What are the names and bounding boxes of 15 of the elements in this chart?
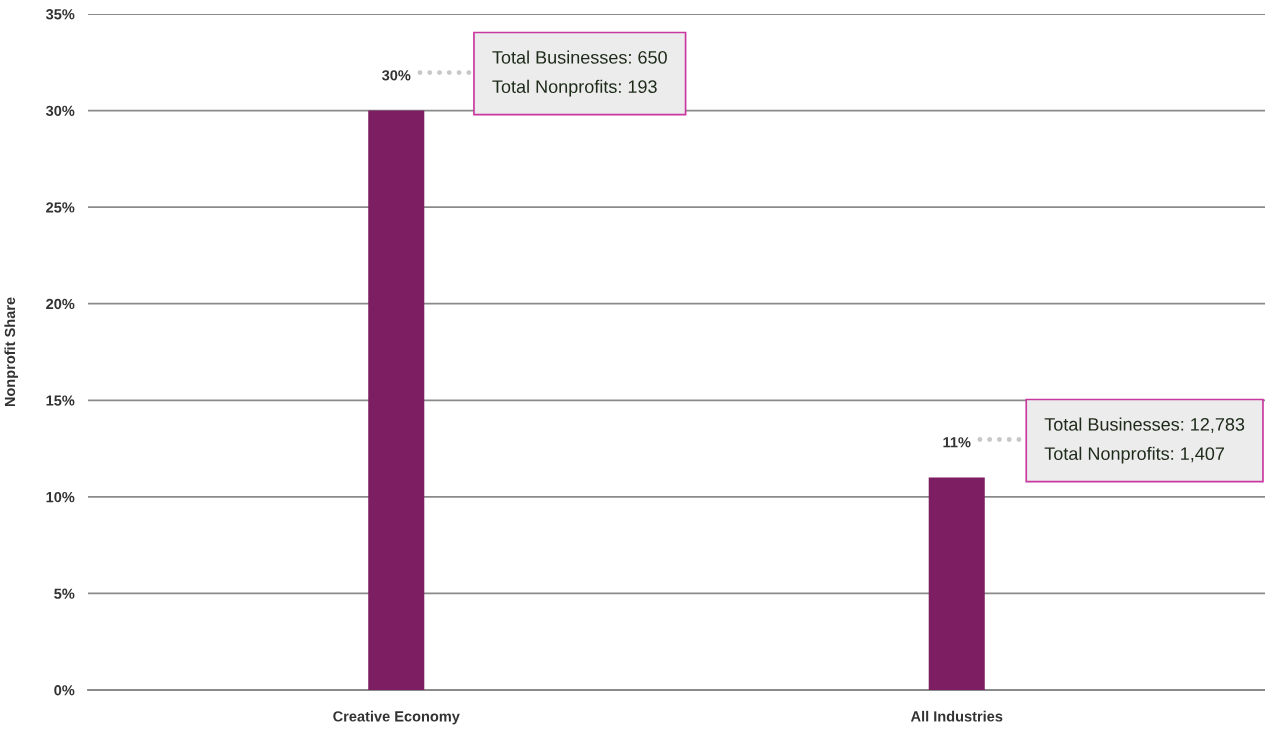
y-tick-label: 20% [46, 298, 75, 310]
x-tick-label: All Industries [910, 710, 1003, 722]
y-tick-label: 10% [46, 491, 75, 503]
y-tick-label: 0% [54, 685, 75, 696]
y-tick-label: 35% [45, 9, 75, 20]
y-tick-label: 25% [46, 202, 75, 213]
y-tick-label: 5% [54, 588, 75, 599]
y-tick-label: 15% [46, 395, 75, 406]
annotation: Total Businesses: 650 Total Nonprofits: 193 [492, 50, 667, 97]
y-tick-label: 30% [45, 105, 75, 117]
data-label: 30% [382, 70, 411, 81]
annotation: Total Businesses: 12,783 Total Nonprofits: 1,407 [1044, 417, 1245, 464]
data-label: 11% [943, 437, 971, 448]
y-axis-title: Nonprofit Share [4, 297, 18, 407]
x-tick-label: Creative Economy [333, 710, 460, 725]
